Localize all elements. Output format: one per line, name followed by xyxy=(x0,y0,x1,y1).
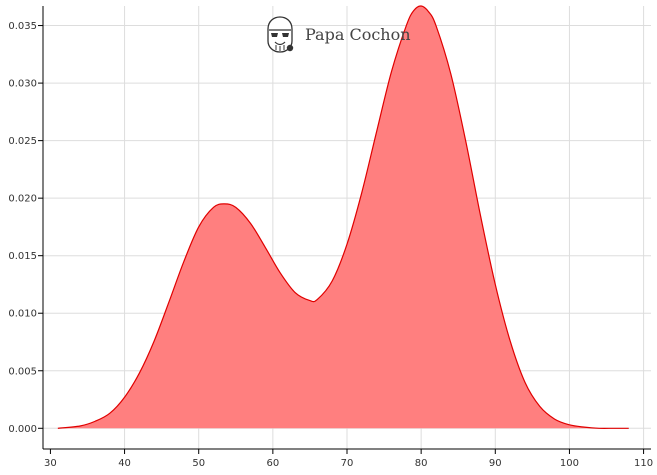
brand-name: Papa Cochon xyxy=(305,25,411,44)
y-tick-label: 0.035 xyxy=(8,21,37,32)
density-area-fill xyxy=(57,5,629,429)
brand-logo: Papa Cochon xyxy=(267,16,411,53)
x-tick-label: 70 xyxy=(341,458,354,469)
y-tick-label: 0.005 xyxy=(8,366,37,377)
x-tick-label: 50 xyxy=(192,458,205,469)
x-tick-label: 40 xyxy=(118,458,131,469)
x-tick-label: 80 xyxy=(415,458,428,469)
y-tick-label: 0.020 xyxy=(8,194,37,205)
y-tick-label: 0.025 xyxy=(8,136,37,147)
y-tick-label: 0.000 xyxy=(8,424,37,435)
plot-area xyxy=(57,5,629,429)
y-tick-label: 0.030 xyxy=(8,79,37,90)
y-tick-label: 0.015 xyxy=(8,251,37,262)
x-tick-label: 90 xyxy=(489,458,502,469)
x-tick-label: 60 xyxy=(266,458,279,469)
y-tick-label: 0.010 xyxy=(8,309,37,320)
x-tick-label: 110 xyxy=(634,458,653,469)
density-curve-line xyxy=(57,5,629,429)
y-axis-ticks: 0.000 0.005 0.010 0.015 0.020 0.025 0.030 0.035 xyxy=(8,21,43,435)
stormtrooper-helmet-icon xyxy=(267,16,294,53)
x-tick-label: 30 xyxy=(44,458,57,469)
x-tick-label: 100 xyxy=(560,458,579,469)
x-axis-ticks: 30 40 50 60 70 80 90 100 110 xyxy=(44,449,653,469)
